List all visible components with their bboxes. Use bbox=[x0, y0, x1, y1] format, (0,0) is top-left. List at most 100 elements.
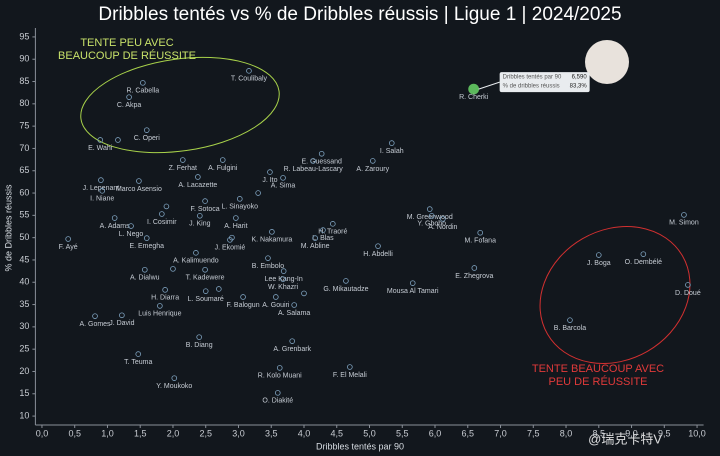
x-tick-label: 1,0 bbox=[101, 428, 114, 438]
point-label: R. Cabella bbox=[126, 88, 159, 95]
point-label: J. King bbox=[189, 221, 211, 228]
point-label: F. Balogun bbox=[227, 302, 260, 309]
y-tick-label: 50 bbox=[19, 232, 29, 242]
y-axis-label: % de Dribbles réussis bbox=[3, 184, 13, 272]
point-label: M. Simon bbox=[669, 220, 699, 227]
data-point bbox=[219, 157, 226, 163]
point-label: A. Lacazette bbox=[178, 182, 217, 189]
data-point bbox=[202, 198, 208, 204]
data-point bbox=[233, 215, 239, 221]
point-label: Lee Kang-In bbox=[265, 276, 303, 283]
data-point bbox=[595, 252, 602, 258]
x-tick-label: 1,5 bbox=[134, 428, 147, 438]
data-point bbox=[195, 174, 201, 180]
data-point bbox=[280, 175, 286, 181]
point-label: E. Zhegrova bbox=[455, 273, 493, 280]
y-tick-label: 40 bbox=[19, 277, 29, 287]
data-point bbox=[301, 290, 307, 297]
point-label: G. Mikautadze bbox=[323, 286, 368, 293]
data-point bbox=[143, 127, 150, 133]
callout-caption: % de dribbles réussis bbox=[503, 84, 560, 90]
x-tick-label: 9,5 bbox=[658, 428, 671, 438]
point-label: A. Adams bbox=[100, 223, 130, 230]
y-tick-label: 95 bbox=[19, 31, 29, 41]
point-label: Marco Asensio bbox=[116, 186, 162, 193]
data-point bbox=[119, 312, 125, 319]
x-tick-label: 6,0 bbox=[429, 428, 442, 438]
data-point bbox=[236, 196, 243, 202]
callout-caption: Dribbles tentés par 90 bbox=[503, 75, 562, 81]
point-label: F. Sotoca bbox=[190, 206, 219, 213]
highlight-ellipse bbox=[80, 56, 280, 154]
data-point bbox=[163, 203, 170, 210]
x-tick-label: 6,5 bbox=[462, 428, 475, 438]
point-label: C. Operi bbox=[134, 135, 161, 142]
watermark: @瑞克卡特V bbox=[588, 431, 662, 446]
y-tick-label: 55 bbox=[19, 210, 29, 220]
highlight-ellipse bbox=[539, 226, 691, 364]
data-point bbox=[320, 227, 326, 233]
point-label: A. Kalimuendo bbox=[173, 258, 219, 265]
point-label: L. Sinayoko bbox=[221, 204, 258, 211]
point-label: O. Dembélé bbox=[625, 259, 662, 266]
data-point bbox=[312, 235, 318, 241]
annotation: PEU DE RÉUSSITE bbox=[548, 375, 647, 388]
point-label: W. Khazri bbox=[268, 284, 298, 291]
point-label: A. Dialwu bbox=[130, 275, 160, 282]
point-label: Y. Gboho bbox=[417, 221, 446, 228]
x-tick-label: 9,0 bbox=[625, 428, 638, 438]
callout-value: 83,3% bbox=[570, 84, 588, 90]
data-point bbox=[477, 229, 484, 236]
point-label: Mousa Al Tamari bbox=[387, 288, 439, 295]
point-label: Z. Ferhat bbox=[169, 165, 197, 172]
point-label: H. Traoré bbox=[318, 229, 347, 236]
data-point bbox=[255, 190, 261, 196]
point-label: M. Abline bbox=[301, 243, 330, 250]
data-point bbox=[440, 216, 446, 222]
point-label: R. Kolo Muani bbox=[258, 373, 302, 380]
data-point bbox=[330, 221, 336, 227]
point-label: A. Salama bbox=[278, 310, 310, 317]
y-tick-label: 15 bbox=[19, 388, 29, 398]
data-point bbox=[265, 255, 271, 261]
data-point bbox=[128, 223, 134, 229]
point-label: I. Salah bbox=[380, 148, 404, 155]
point-label: A. Gomes bbox=[79, 321, 111, 328]
data-point bbox=[65, 236, 71, 242]
data-point bbox=[92, 313, 98, 319]
data-point bbox=[140, 80, 146, 86]
point-label: I. Cosimir bbox=[147, 219, 177, 226]
point-label: J. Boga bbox=[587, 260, 611, 267]
point-label: I. Niane bbox=[90, 196, 114, 203]
point-label: A. Zaroury bbox=[356, 166, 389, 173]
point-label: L. Soumaré bbox=[188, 296, 224, 303]
y-tick-label: 80 bbox=[19, 98, 29, 108]
data-point bbox=[111, 215, 118, 221]
data-point bbox=[202, 288, 209, 294]
x-tick-label: 4,0 bbox=[298, 428, 311, 438]
y-tick-label: 70 bbox=[19, 143, 29, 153]
point-label: B. Embolo bbox=[252, 263, 284, 270]
x-tick-label: 8,0 bbox=[560, 428, 573, 438]
data-point bbox=[375, 243, 381, 249]
data-point bbox=[291, 302, 297, 308]
point-label: F. Ayé bbox=[59, 244, 78, 251]
data-point bbox=[179, 157, 186, 163]
point-label: E. Guessand bbox=[301, 159, 342, 166]
x-tick-label: 2,5 bbox=[199, 428, 212, 438]
data-point bbox=[216, 286, 222, 292]
point-label: E. Wahi bbox=[88, 145, 113, 152]
point-label: L. Nego bbox=[119, 231, 144, 238]
data-point bbox=[640, 251, 647, 257]
data-point bbox=[567, 317, 573, 323]
data-point bbox=[202, 266, 208, 273]
data-point bbox=[193, 250, 199, 256]
data-point bbox=[126, 94, 132, 100]
x-tick-label: 7,0 bbox=[494, 428, 507, 438]
data-point bbox=[428, 212, 435, 219]
data-point bbox=[273, 294, 279, 300]
y-tick-label: 35 bbox=[19, 299, 29, 309]
data-point bbox=[318, 150, 325, 157]
point-label: M. Fofana bbox=[464, 238, 496, 245]
data-point bbox=[681, 212, 687, 218]
